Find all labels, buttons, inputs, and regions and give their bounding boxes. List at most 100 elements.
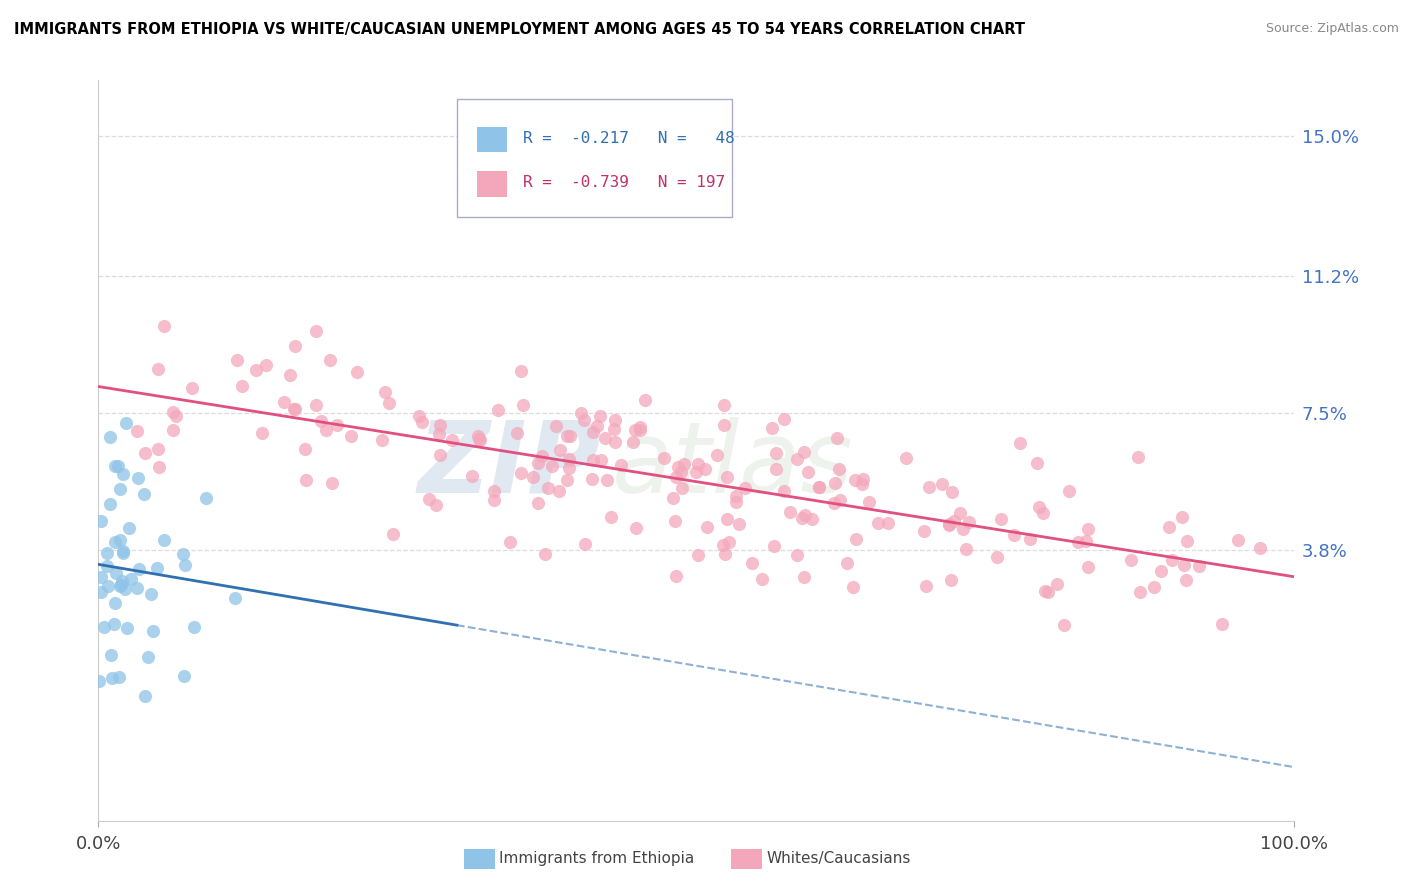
Point [555,428,578,442]
Point [486,403,509,417]
Point [716,470,738,484]
Point [254,359,277,373]
Point [544,419,567,434]
Point [605,413,627,427]
Point [90,570,112,584]
Point [634,392,657,407]
Point [1160,553,1182,567]
Point [326,418,349,433]
Point [688,457,710,471]
Point [162,423,184,437]
Point [142,624,165,639]
Point [100,648,122,663]
Point [148,361,170,376]
Point [569,407,592,421]
Point [183,620,205,634]
Point [146,561,169,575]
Point [429,417,451,432]
Point [582,425,605,439]
Point [1010,436,1032,450]
Point [762,540,785,554]
Point [550,443,572,458]
Point [1142,580,1164,594]
Point [779,504,801,518]
Point [912,524,935,539]
Point [114,582,136,596]
Point [132,487,155,501]
Point [844,532,866,546]
Point [1249,541,1271,556]
Point [582,452,605,467]
Point [283,402,305,417]
Point [765,446,787,460]
Point [941,485,963,500]
Point [807,480,830,494]
Point [1175,534,1198,549]
Point [98,497,121,511]
Point [671,481,693,495]
Point [1157,519,1180,533]
Point [952,522,974,536]
Point [152,533,174,547]
Point [103,616,125,631]
Point [786,548,808,562]
Point [624,423,647,437]
Point [574,537,596,551]
Point [939,573,962,587]
Point [522,470,544,484]
Point [665,569,688,583]
Point [1227,533,1250,547]
Point [527,456,550,470]
Point [136,650,159,665]
Point [284,339,307,353]
Point [725,489,748,503]
Point [108,482,131,496]
Point [1126,450,1149,464]
Point [374,384,396,399]
Point [541,459,564,474]
Point [181,382,204,396]
Point [108,670,131,684]
Point [128,562,150,576]
Point [852,472,875,486]
Point [429,448,451,462]
Text: ZIP: ZIP [418,417,600,514]
Point [280,368,302,382]
Point [98,430,121,444]
Point [938,517,960,532]
Point [665,470,688,484]
Point [801,512,824,526]
Point [321,475,343,490]
Point [949,506,972,520]
Point [315,423,337,437]
Point [589,409,612,424]
Point [558,452,581,467]
Point [1066,534,1088,549]
Point [786,452,808,467]
Point [418,491,440,506]
Point [250,426,273,441]
Point [498,535,520,549]
Point [165,409,187,424]
Point [807,480,830,494]
Point [581,472,603,486]
Point [716,512,738,526]
Point [273,394,295,409]
Point [548,484,571,499]
Point [671,465,693,479]
Point [1028,500,1050,514]
Point [408,409,430,423]
Point [509,466,531,480]
Point [90,584,112,599]
Point [555,473,578,487]
Point [790,510,813,524]
Point [294,442,316,456]
Point [772,411,794,425]
Point [346,365,368,379]
Point [765,462,787,476]
Point [90,514,112,528]
Point [440,434,463,448]
Point [224,591,246,605]
Point [470,433,492,447]
Point [1150,564,1173,578]
